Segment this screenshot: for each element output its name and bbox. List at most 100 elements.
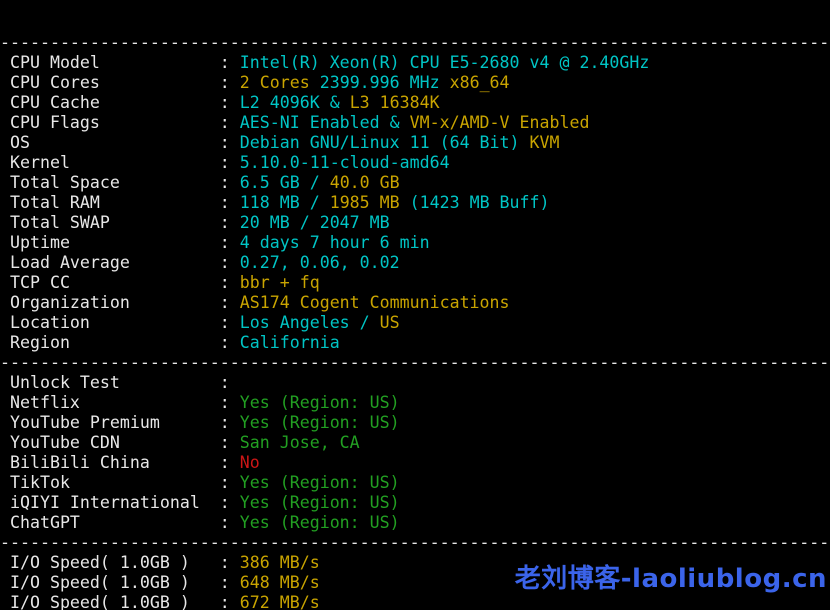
field-label: Uptime <box>0 233 220 252</box>
terminal-line-tcp-cc: TCP CC : bbr + fq <box>0 273 830 293</box>
terminal-line-uptime: Uptime : 4 days 7 hour 6 min <box>0 233 830 253</box>
field-label: YouTube Premium <box>0 413 220 432</box>
field-value: 672 MB/s <box>239 593 320 610</box>
field-label: TCP CC <box>0 273 220 292</box>
field-label: YouTube CDN <box>0 433 220 452</box>
field-value: L2 4096K & <box>239 93 350 112</box>
field-colon: : <box>219 93 240 112</box>
field-colon: : <box>219 553 240 572</box>
terminal-line-i-o-speed-1-0gb: I/O Speed( 1.0GB ) : 386 MB/s <box>0 553 830 573</box>
field-value: bbr + fq <box>239 273 320 292</box>
terminal-line-i-o-speed-1-0gb: I/O Speed( 1.0GB ) : 648 MB/s <box>0 573 830 593</box>
field-colon: : <box>219 333 240 352</box>
terminal-line-bilibili-china: BiliBili China : No <box>0 453 830 473</box>
terminal-line-organization: Organization : AS174 Cogent Communicatio… <box>0 293 830 313</box>
field-value: 20 MB / 2047 MB <box>239 213 390 232</box>
field-label: Kernel <box>0 153 220 172</box>
field-value: 2399.996 MHz <box>319 73 450 92</box>
separator-line: ----------------------------------------… <box>0 33 830 52</box>
field-value: L3 16384K <box>349 93 440 112</box>
field-label: ChatGPT <box>0 513 220 532</box>
field-value: (1423 MB Buff) <box>409 193 550 212</box>
field-label: TikTok <box>0 473 220 492</box>
terminal-line-load-average: Load Average : 0.27, 0.06, 0.02 <box>0 253 830 273</box>
field-value: 2 Cores <box>239 73 320 92</box>
watermark-text: 老刘博客-laoliublog.cn <box>514 564 827 594</box>
field-value: AES-NI Enabled & <box>239 113 410 132</box>
field-label: Total Space <box>0 173 220 192</box>
field-value: VM-x/AMD-V Enabled <box>409 113 590 132</box>
field-colon: : <box>219 53 240 72</box>
field-colon: : <box>219 373 240 392</box>
field-colon: : <box>219 393 240 412</box>
field-label: Region <box>0 333 220 352</box>
terminal-line-youtube-cdn: YouTube CDN : San Jose, CA <box>0 433 830 453</box>
field-value: 118 MB / <box>239 193 330 212</box>
terminal-line-cpu-flags: CPU Flags : AES-NI Enabled & VM-x/AMD-V … <box>0 113 830 133</box>
field-colon: : <box>219 313 240 332</box>
terminal-line-os: OS : Debian GNU/Linux 11 (64 Bit) KVM <box>0 133 830 153</box>
field-value: California <box>239 333 340 352</box>
field-label: BiliBili China <box>0 453 220 472</box>
terminal-line-iqiyi-international: iQIYI International : Yes (Region: US) <box>0 493 830 513</box>
terminal-line-tiktok: TikTok : Yes (Region: US) <box>0 473 830 493</box>
field-value: Yes (Region: US) <box>239 473 400 492</box>
field-label: I/O Speed( 1.0GB ) <box>0 593 220 610</box>
field-colon: : <box>219 513 240 532</box>
field-value: 5.10.0-11-cloud-amd64 <box>239 153 450 172</box>
field-value: 40.0 GB <box>329 173 400 192</box>
field-colon: : <box>219 413 240 432</box>
field-label: Total SWAP <box>0 213 220 232</box>
field-value: 6.5 GB / <box>239 173 330 192</box>
field-label: iQIYI International <box>0 493 220 512</box>
field-colon: : <box>219 73 240 92</box>
field-value: AS174 Cogent Communications <box>239 293 510 312</box>
terminal-line-cpu-model: CPU Model : Intel(R) Xeon(R) CPU E5-2680… <box>0 53 830 73</box>
field-value: Debian GNU/Linux 11 (64 Bit) <box>239 133 530 152</box>
field-value: Yes (Region: US) <box>239 413 400 432</box>
terminal-line-netflix: Netflix : Yes (Region: US) <box>0 393 830 413</box>
field-label: Total RAM <box>0 193 220 212</box>
field-colon: : <box>219 433 240 452</box>
terminal-line-total-ram: Total RAM : 118 MB / 1985 MB (1423 MB Bu… <box>0 193 830 213</box>
terminal-line-unlock-test: Unlock Test : <box>0 373 830 393</box>
field-value: 648 MB/s <box>239 573 320 592</box>
field-label: CPU Flags <box>0 113 220 132</box>
field-label: CPU Cores <box>0 73 220 92</box>
terminal-line-location: Location : Los Angeles / US <box>0 313 830 333</box>
field-colon: : <box>219 293 240 312</box>
terminal-line-youtube-premium: YouTube Premium : Yes (Region: US) <box>0 413 830 433</box>
field-value: 4 days 7 hour 6 min <box>239 233 430 252</box>
field-value: KVM <box>529 133 560 152</box>
field-colon: : <box>219 473 240 492</box>
field-value: Yes (Region: US) <box>239 513 400 532</box>
field-label: Organization <box>0 293 220 312</box>
field-colon: : <box>219 233 240 252</box>
field-colon: : <box>219 273 240 292</box>
separator-line: ----------------------------------------… <box>0 353 830 372</box>
field-colon: : <box>219 173 240 192</box>
field-label: CPU Model <box>0 53 220 72</box>
field-value: Intel(R) Xeon(R) CPU E5-2680 v4 @ 2.40GH… <box>239 53 650 72</box>
field-value: 0.27, 0.06, 0.02 <box>239 253 400 272</box>
field-colon: : <box>219 193 240 212</box>
field-label: Unlock Test <box>0 373 220 392</box>
field-value: Yes (Region: US) <box>239 393 400 412</box>
field-label: I/O Speed( 1.0GB ) <box>0 573 220 592</box>
terminal-line-total-space: Total Space : 6.5 GB / 40.0 GB <box>0 173 830 193</box>
field-colon: : <box>219 113 240 132</box>
field-value: San Jose, CA <box>239 433 360 452</box>
terminal-line-kernel: Kernel : 5.10.0-11-cloud-amd64 <box>0 153 830 173</box>
field-colon: : <box>219 453 240 472</box>
terminal-line-chatgpt: ChatGPT : Yes (Region: US) <box>0 513 830 533</box>
field-value: 1985 MB <box>329 193 410 212</box>
field-value: US <box>379 313 400 332</box>
field-value: x86_64 <box>449 73 510 92</box>
field-label: Load Average <box>0 253 220 272</box>
field-label: OS <box>0 133 220 152</box>
terminal-line-i-o-speed-1-0gb: I/O Speed( 1.0GB ) : 672 MB/s <box>0 593 830 610</box>
field-colon: : <box>219 153 240 172</box>
field-label: Location <box>0 313 220 332</box>
field-value: No <box>239 453 260 472</box>
